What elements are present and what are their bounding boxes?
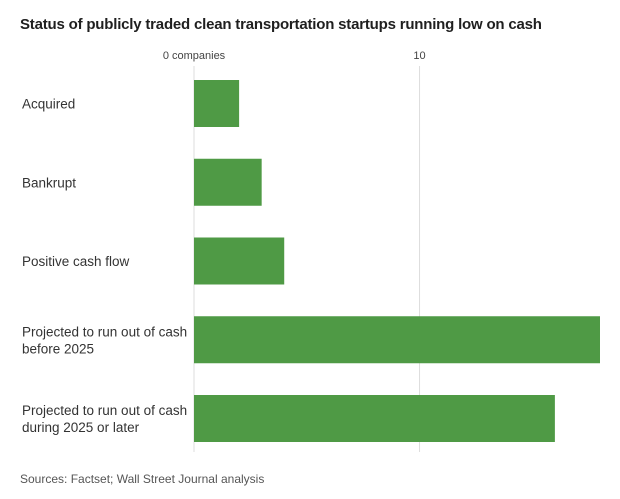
bar xyxy=(194,158,262,206)
category-label-line: Bankrupt xyxy=(22,175,76,190)
category-label: Bankrupt xyxy=(22,175,76,190)
category-label: Projected to run out of cash during 2025 … xyxy=(22,403,187,435)
x-tick-label: 10 xyxy=(413,50,425,62)
x-tick-label: 0 companies xyxy=(163,50,226,62)
category-label: Acquired xyxy=(22,97,75,112)
bars xyxy=(194,80,600,442)
category-label-line: before 2025 xyxy=(22,341,94,356)
category-labels: Acquired Bankrupt Positive cash flow Projec… xyxy=(22,97,187,436)
category-label-line: Positive cash flow xyxy=(22,254,130,269)
chart-title: Status of publicly traded clean transpor… xyxy=(20,16,542,33)
category-label-line: Projected to run out of cash xyxy=(22,324,187,339)
axis-ticks: 0 companies 10 xyxy=(163,50,426,62)
category-label: Projected to run out of cash before 2025 xyxy=(22,324,187,356)
category-label-line: Projected to run out of cash xyxy=(22,403,187,418)
bar xyxy=(194,237,285,285)
category-label-line: during 2025 or later xyxy=(22,420,140,435)
source-note: Sources: Factset; Wall Street Journal an… xyxy=(20,472,265,486)
bar xyxy=(194,395,555,442)
category-label-line: Acquired xyxy=(22,97,75,112)
category-label: Positive cash flow xyxy=(22,254,130,269)
bar xyxy=(194,80,240,127)
bar xyxy=(194,316,600,364)
